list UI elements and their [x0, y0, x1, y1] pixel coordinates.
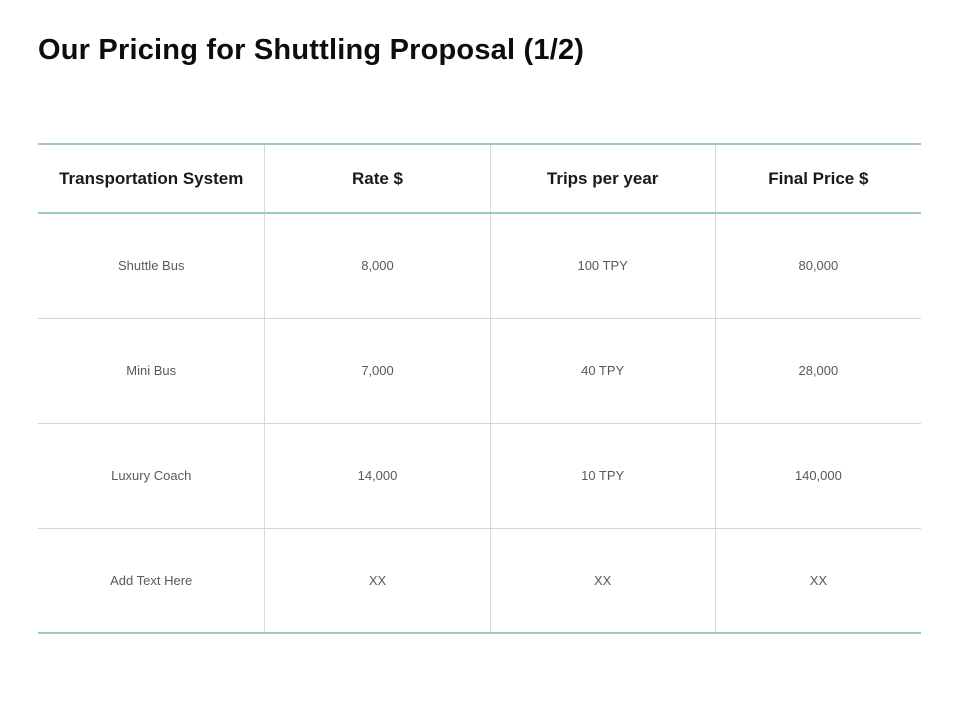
- table-cell: 28,000: [715, 318, 921, 424]
- table-cell: 140,000: [715, 423, 921, 529]
- slide-title: Our Pricing for Shuttling Proposal (1/2): [38, 34, 585, 66]
- table-cell: XX: [715, 528, 921, 633]
- table-cell: 8,000: [264, 213, 491, 319]
- table-row-mini-bus: Mini Bus 7,000 40 TPY 28,000: [38, 318, 921, 424]
- table-cell: Shuttle Bus: [38, 213, 266, 319]
- table-cell: 10 TPY: [490, 423, 716, 529]
- table-row-placeholder: Add Text Here XX XX XX: [38, 528, 921, 633]
- table-cell: Add Text Here: [38, 528, 266, 633]
- table-cell: 40 TPY: [490, 318, 716, 424]
- column-header-rate: Rate $: [264, 144, 491, 214]
- pricing-table: Transportation System Rate $ Trips per y…: [38, 143, 921, 634]
- column-header-transportation-system: Transportation System: [38, 144, 266, 214]
- table-cell: XX: [264, 528, 491, 633]
- table-row-shuttle-bus: Shuttle Bus 8,000 100 TPY 80,000: [38, 213, 921, 319]
- pricing-table-grid: Transportation System Rate $ Trips per y…: [38, 143, 921, 634]
- table-cell: 100 TPY: [490, 213, 716, 319]
- table-cell: XX: [490, 528, 716, 633]
- table-cell: 80,000: [715, 213, 921, 319]
- table-cell: 7,000: [264, 318, 491, 424]
- column-header-trips-per-year: Trips per year: [490, 144, 716, 214]
- table-row-luxury-coach: Luxury Coach 14,000 10 TPY 140,000: [38, 423, 921, 529]
- table-cell: Mini Bus: [38, 318, 266, 424]
- table-cell: Luxury Coach: [38, 423, 266, 529]
- table-header-row: Transportation System Rate $ Trips per y…: [38, 144, 921, 214]
- column-header-final-price: Final Price $: [715, 144, 921, 214]
- table-cell: 14,000: [264, 423, 491, 529]
